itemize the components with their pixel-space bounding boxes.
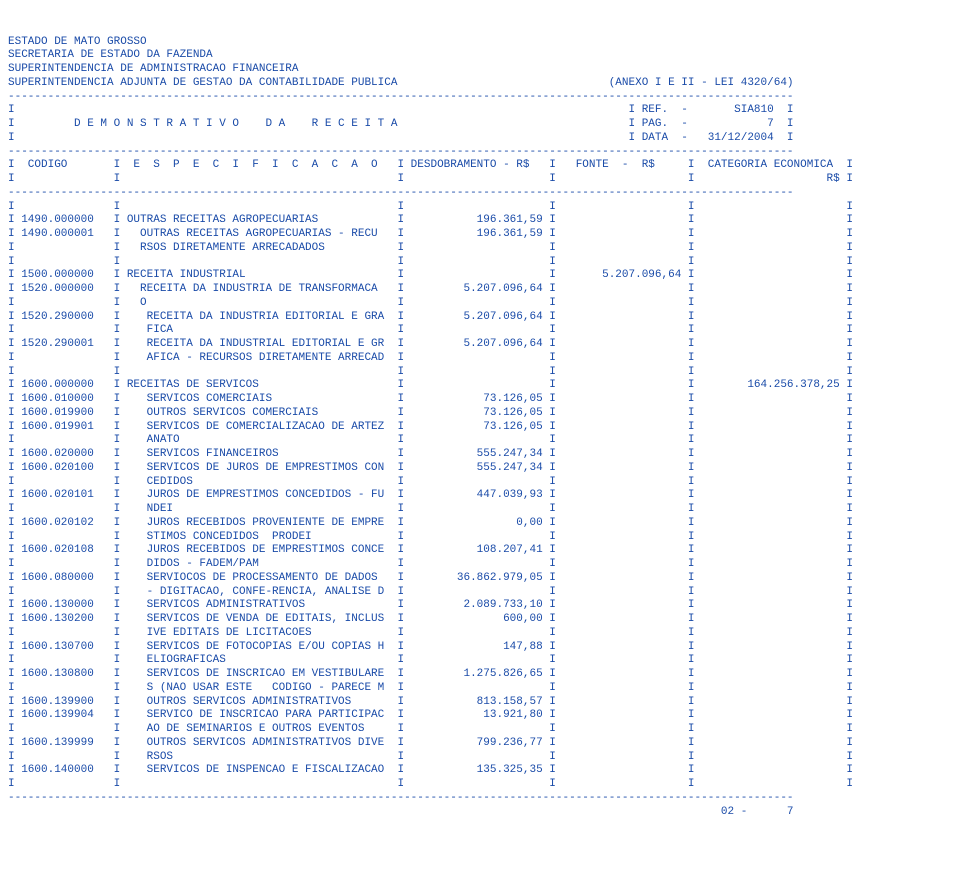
report-page: ESTADO DE MATO GROSSO SECRETARIA DE ESTA… bbox=[8, 36, 952, 820]
